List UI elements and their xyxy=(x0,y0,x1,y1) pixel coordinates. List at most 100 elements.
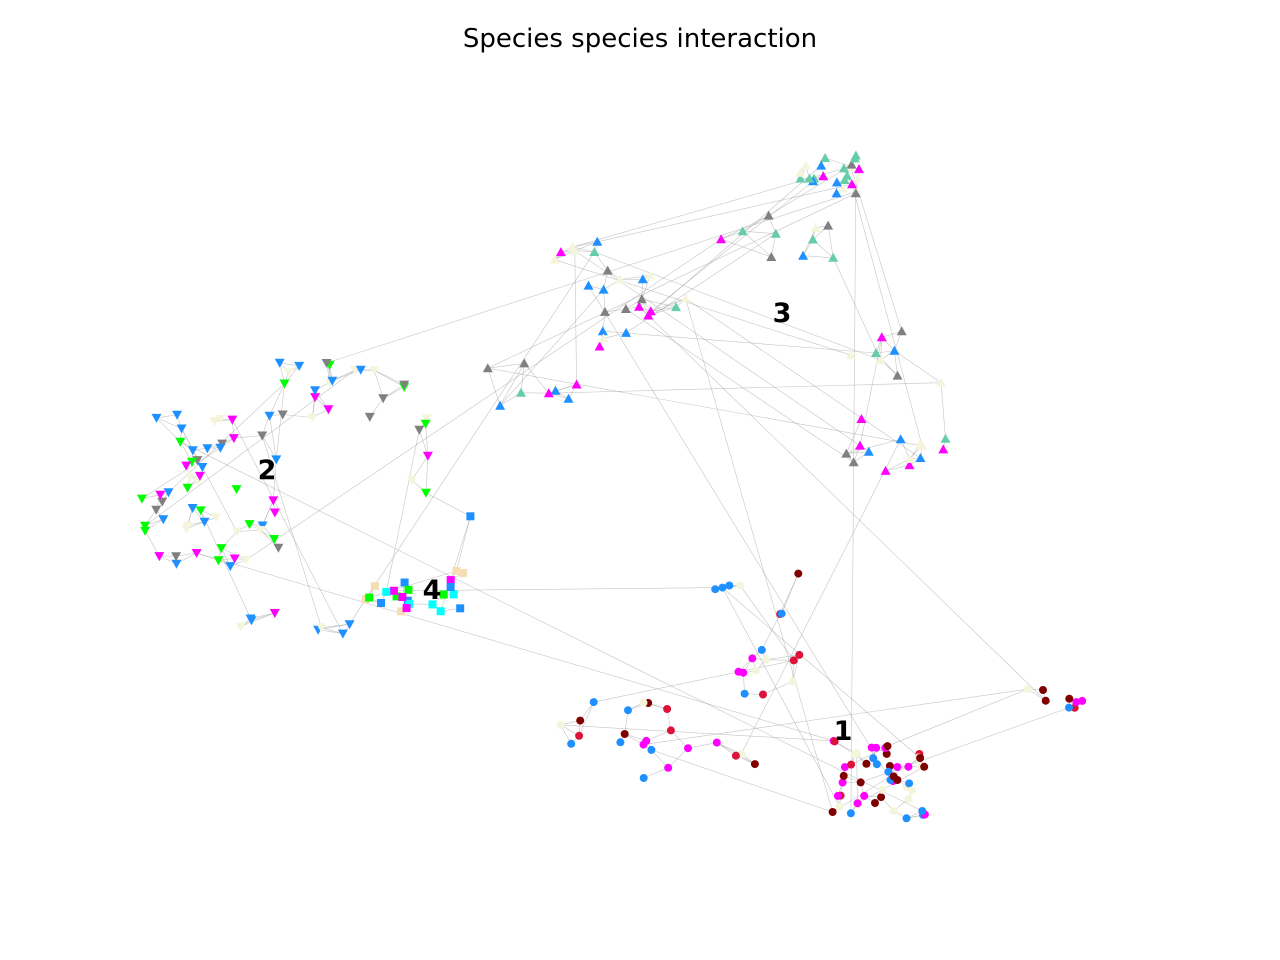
cluster-label-1: 1 xyxy=(834,716,853,747)
graph-node xyxy=(459,569,468,577)
cluster-label-4: 4 xyxy=(423,575,442,606)
graph-edge xyxy=(856,753,858,804)
graph-edge xyxy=(499,289,604,406)
graph-edge xyxy=(374,369,405,388)
graph-node xyxy=(307,413,318,423)
graph-edge xyxy=(643,767,669,779)
graph-node xyxy=(235,622,246,632)
graph-edge xyxy=(594,251,881,361)
graph-edge xyxy=(214,419,233,422)
graph-node xyxy=(920,762,929,771)
graph-node xyxy=(323,405,334,415)
graph-node xyxy=(647,745,656,754)
graph-node xyxy=(377,599,385,607)
graph-node xyxy=(777,609,786,618)
graph-node xyxy=(680,293,691,303)
graph-node xyxy=(592,236,603,246)
graph-node xyxy=(268,496,279,506)
graph-edge xyxy=(425,492,471,517)
graph-node xyxy=(269,609,280,618)
graph-node xyxy=(185,472,196,482)
graph-node xyxy=(639,698,648,707)
graph-node xyxy=(853,799,862,808)
graph-edge xyxy=(846,418,862,454)
graph-node xyxy=(849,153,860,163)
graph-node xyxy=(725,581,734,590)
graph-node xyxy=(556,720,565,729)
graph-node xyxy=(800,160,811,170)
graph-node xyxy=(833,791,842,800)
graph-node xyxy=(869,754,878,763)
graph-edge xyxy=(520,363,525,393)
graph-node xyxy=(583,280,594,290)
graph-node xyxy=(848,457,859,467)
graph-node xyxy=(399,380,410,390)
graph-node xyxy=(195,506,206,516)
graph-node xyxy=(600,306,610,316)
graph-node xyxy=(456,604,465,613)
cluster-labels-layer: 1 2 3 4 xyxy=(258,298,853,747)
graph-edge xyxy=(885,464,910,472)
graph-node xyxy=(241,555,252,565)
graph-node xyxy=(831,188,842,198)
graph-node xyxy=(872,760,881,769)
graph-edge xyxy=(196,552,834,742)
graph-node xyxy=(904,454,915,463)
graph-edge xyxy=(722,587,921,759)
graph-node xyxy=(365,593,374,602)
graph-edge xyxy=(141,447,221,499)
graph-node xyxy=(1065,703,1073,712)
graph-node xyxy=(369,366,380,376)
graph-node xyxy=(344,620,355,630)
graph-edge xyxy=(846,438,901,454)
graph-node xyxy=(216,544,227,554)
graph-edge xyxy=(742,215,769,232)
graph-edge xyxy=(620,275,651,280)
graph-edge xyxy=(651,749,833,813)
graph-edge xyxy=(685,298,921,459)
graph-node xyxy=(671,302,681,312)
graph-node xyxy=(748,654,757,663)
graph-node xyxy=(140,521,150,531)
graph-node xyxy=(889,345,900,355)
graph-edge xyxy=(604,308,626,313)
graph-node xyxy=(846,159,857,169)
graph-node xyxy=(364,412,375,422)
graph-node xyxy=(181,461,192,471)
graph-node xyxy=(831,177,842,187)
graph-edge xyxy=(762,681,793,695)
graph-node xyxy=(176,424,187,434)
graph-edge xyxy=(156,414,178,419)
graph-node xyxy=(405,599,414,608)
graph-node xyxy=(871,348,881,357)
graph-node xyxy=(244,520,255,530)
graph-node xyxy=(602,265,613,275)
graph-edge xyxy=(373,370,384,399)
graph-node xyxy=(163,488,174,498)
graph-node xyxy=(274,358,285,368)
graph-node xyxy=(1041,696,1050,705)
graph-node xyxy=(519,358,530,368)
graph-node xyxy=(752,666,761,675)
graph-node xyxy=(321,359,332,368)
graph-edge xyxy=(851,184,923,446)
graph-node xyxy=(711,585,720,594)
graph-node xyxy=(555,247,566,257)
graph-edge xyxy=(487,367,923,447)
graph-node xyxy=(880,465,891,475)
graph-edge xyxy=(144,369,356,526)
graph-node xyxy=(878,785,887,794)
graph-edge xyxy=(832,257,881,361)
graph-edge xyxy=(650,180,814,312)
graph-edge xyxy=(940,382,946,439)
graph-node xyxy=(905,779,914,788)
graph-edge xyxy=(741,439,901,754)
graph-edge xyxy=(365,251,595,600)
graph-edge xyxy=(156,417,182,429)
graph-node xyxy=(716,234,727,244)
graph-node xyxy=(446,583,455,591)
graph-node xyxy=(516,387,526,397)
graph-node xyxy=(154,552,165,562)
graph-edge xyxy=(850,193,857,814)
graph-node xyxy=(875,355,886,364)
